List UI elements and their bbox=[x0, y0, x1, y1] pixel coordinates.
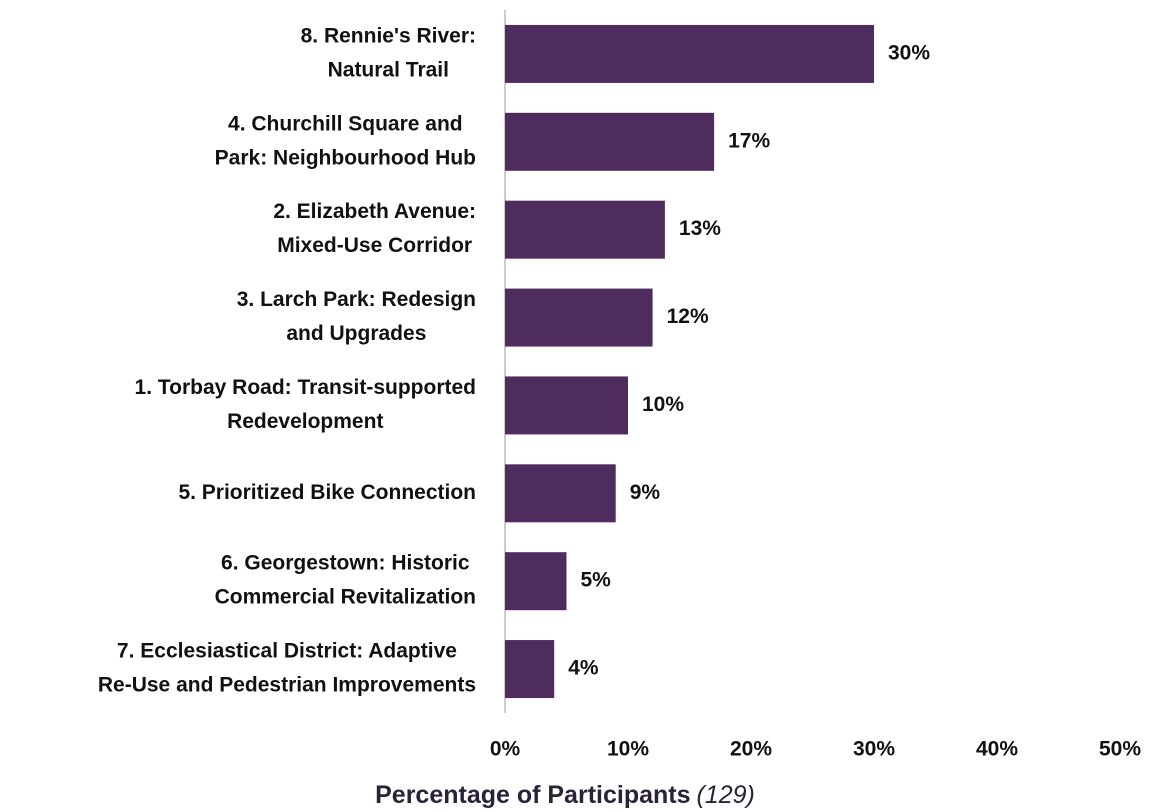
category-label: 7. Ecclesiastical District: Adaptive Re-U… bbox=[98, 640, 476, 697]
bar bbox=[505, 640, 555, 699]
x-tick-label: 10% bbox=[607, 738, 649, 761]
category-label-line: Mixed-Use Corridor bbox=[277, 234, 472, 257]
category-label-line: 4. Churchill Square and bbox=[228, 112, 463, 135]
category-label: 5. Prioritized Bike Connection bbox=[178, 481, 476, 504]
data-label: 30% bbox=[888, 41, 930, 64]
data-label: 12% bbox=[667, 305, 709, 328]
x-tick-label: 40% bbox=[976, 738, 1018, 761]
bar bbox=[505, 464, 616, 523]
category-label: 8. Rennie's River: Natural Trail bbox=[301, 24, 476, 81]
category-label-line: Re-Use and Pedestrian Improvements bbox=[98, 674, 476, 697]
data-label: 13% bbox=[679, 217, 721, 240]
category-label-line: Commercial Revitalization bbox=[215, 586, 476, 609]
category-label: 4. Churchill Square and Park: Neighbourho… bbox=[215, 112, 476, 169]
category-label-line: 2. Elizabeth Avenue: bbox=[273, 200, 476, 223]
bar bbox=[505, 376, 628, 435]
bar bbox=[505, 288, 653, 347]
axis-title-note: (129) bbox=[697, 781, 755, 809]
axis-title-main: Percentage of Participants bbox=[375, 781, 690, 809]
category-label-line: 8. Rennie's River: bbox=[301, 24, 476, 47]
x-tick-label: 30% bbox=[853, 738, 895, 761]
data-label: 17% bbox=[728, 129, 770, 152]
x-tick-label: 0% bbox=[490, 738, 521, 761]
bar bbox=[505, 200, 665, 259]
data-label: 4% bbox=[568, 657, 599, 680]
data-label: 5% bbox=[581, 569, 612, 592]
category-label: 2. Elizabeth Avenue: Mixed-Use Corridor bbox=[273, 200, 476, 257]
x-tick-label: 20% bbox=[730, 738, 772, 761]
category-label-line: and Upgrades bbox=[286, 322, 426, 345]
data-label: 10% bbox=[642, 393, 684, 416]
category-label: 6. Georgestown: Historic Commercial Revit… bbox=[215, 552, 476, 609]
category-label: 1. Torbay Road: Transit-supported Redevel… bbox=[135, 376, 476, 433]
bar bbox=[505, 112, 715, 171]
bar bbox=[505, 24, 874, 83]
axis-title: Percentage of Participants (129) bbox=[375, 781, 755, 809]
category-label-line: Natural Trail bbox=[328, 58, 449, 81]
x-tick-label: 50% bbox=[1099, 738, 1141, 761]
bar bbox=[505, 552, 567, 611]
category-label: 3. Larch Park: Redesign and Upgrades bbox=[237, 288, 476, 345]
category-label-line: 7. Ecclesiastical District: Adaptive bbox=[117, 640, 457, 663]
category-label-line: 3. Larch Park: Redesign bbox=[237, 288, 476, 311]
category-label-line: Redevelopment bbox=[227, 410, 383, 433]
category-label-line: 1. Torbay Road: Transit-supported bbox=[135, 376, 476, 399]
category-label-line: 5. Prioritized Bike Connection bbox=[178, 481, 476, 504]
category-label-line: 6. Georgestown: Historic bbox=[221, 552, 470, 575]
data-label: 9% bbox=[630, 481, 661, 504]
category-label-line: Park: Neighbourhood Hub bbox=[215, 146, 476, 169]
